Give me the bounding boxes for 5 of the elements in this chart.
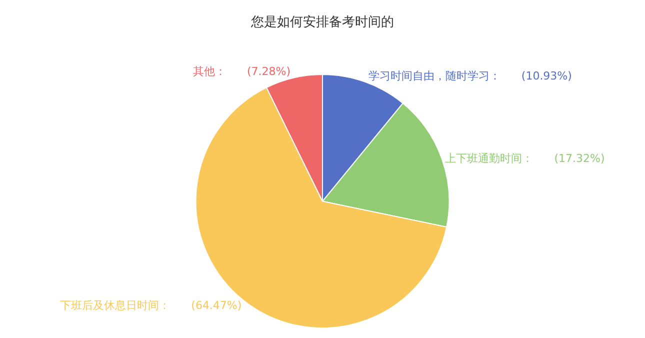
chart-title: 您是如何安排备考时间的 — [250, 14, 394, 30]
slice-label: 其他： (7.28%) — [193, 65, 291, 78]
slice-label: 学习时间自由，随时学习： (10.93%) — [368, 70, 572, 83]
slice-label: 下班后及休息日时间： (64.47%) — [60, 299, 242, 312]
slice-label: 上下班通勤时间： (17.32%) — [445, 152, 605, 165]
